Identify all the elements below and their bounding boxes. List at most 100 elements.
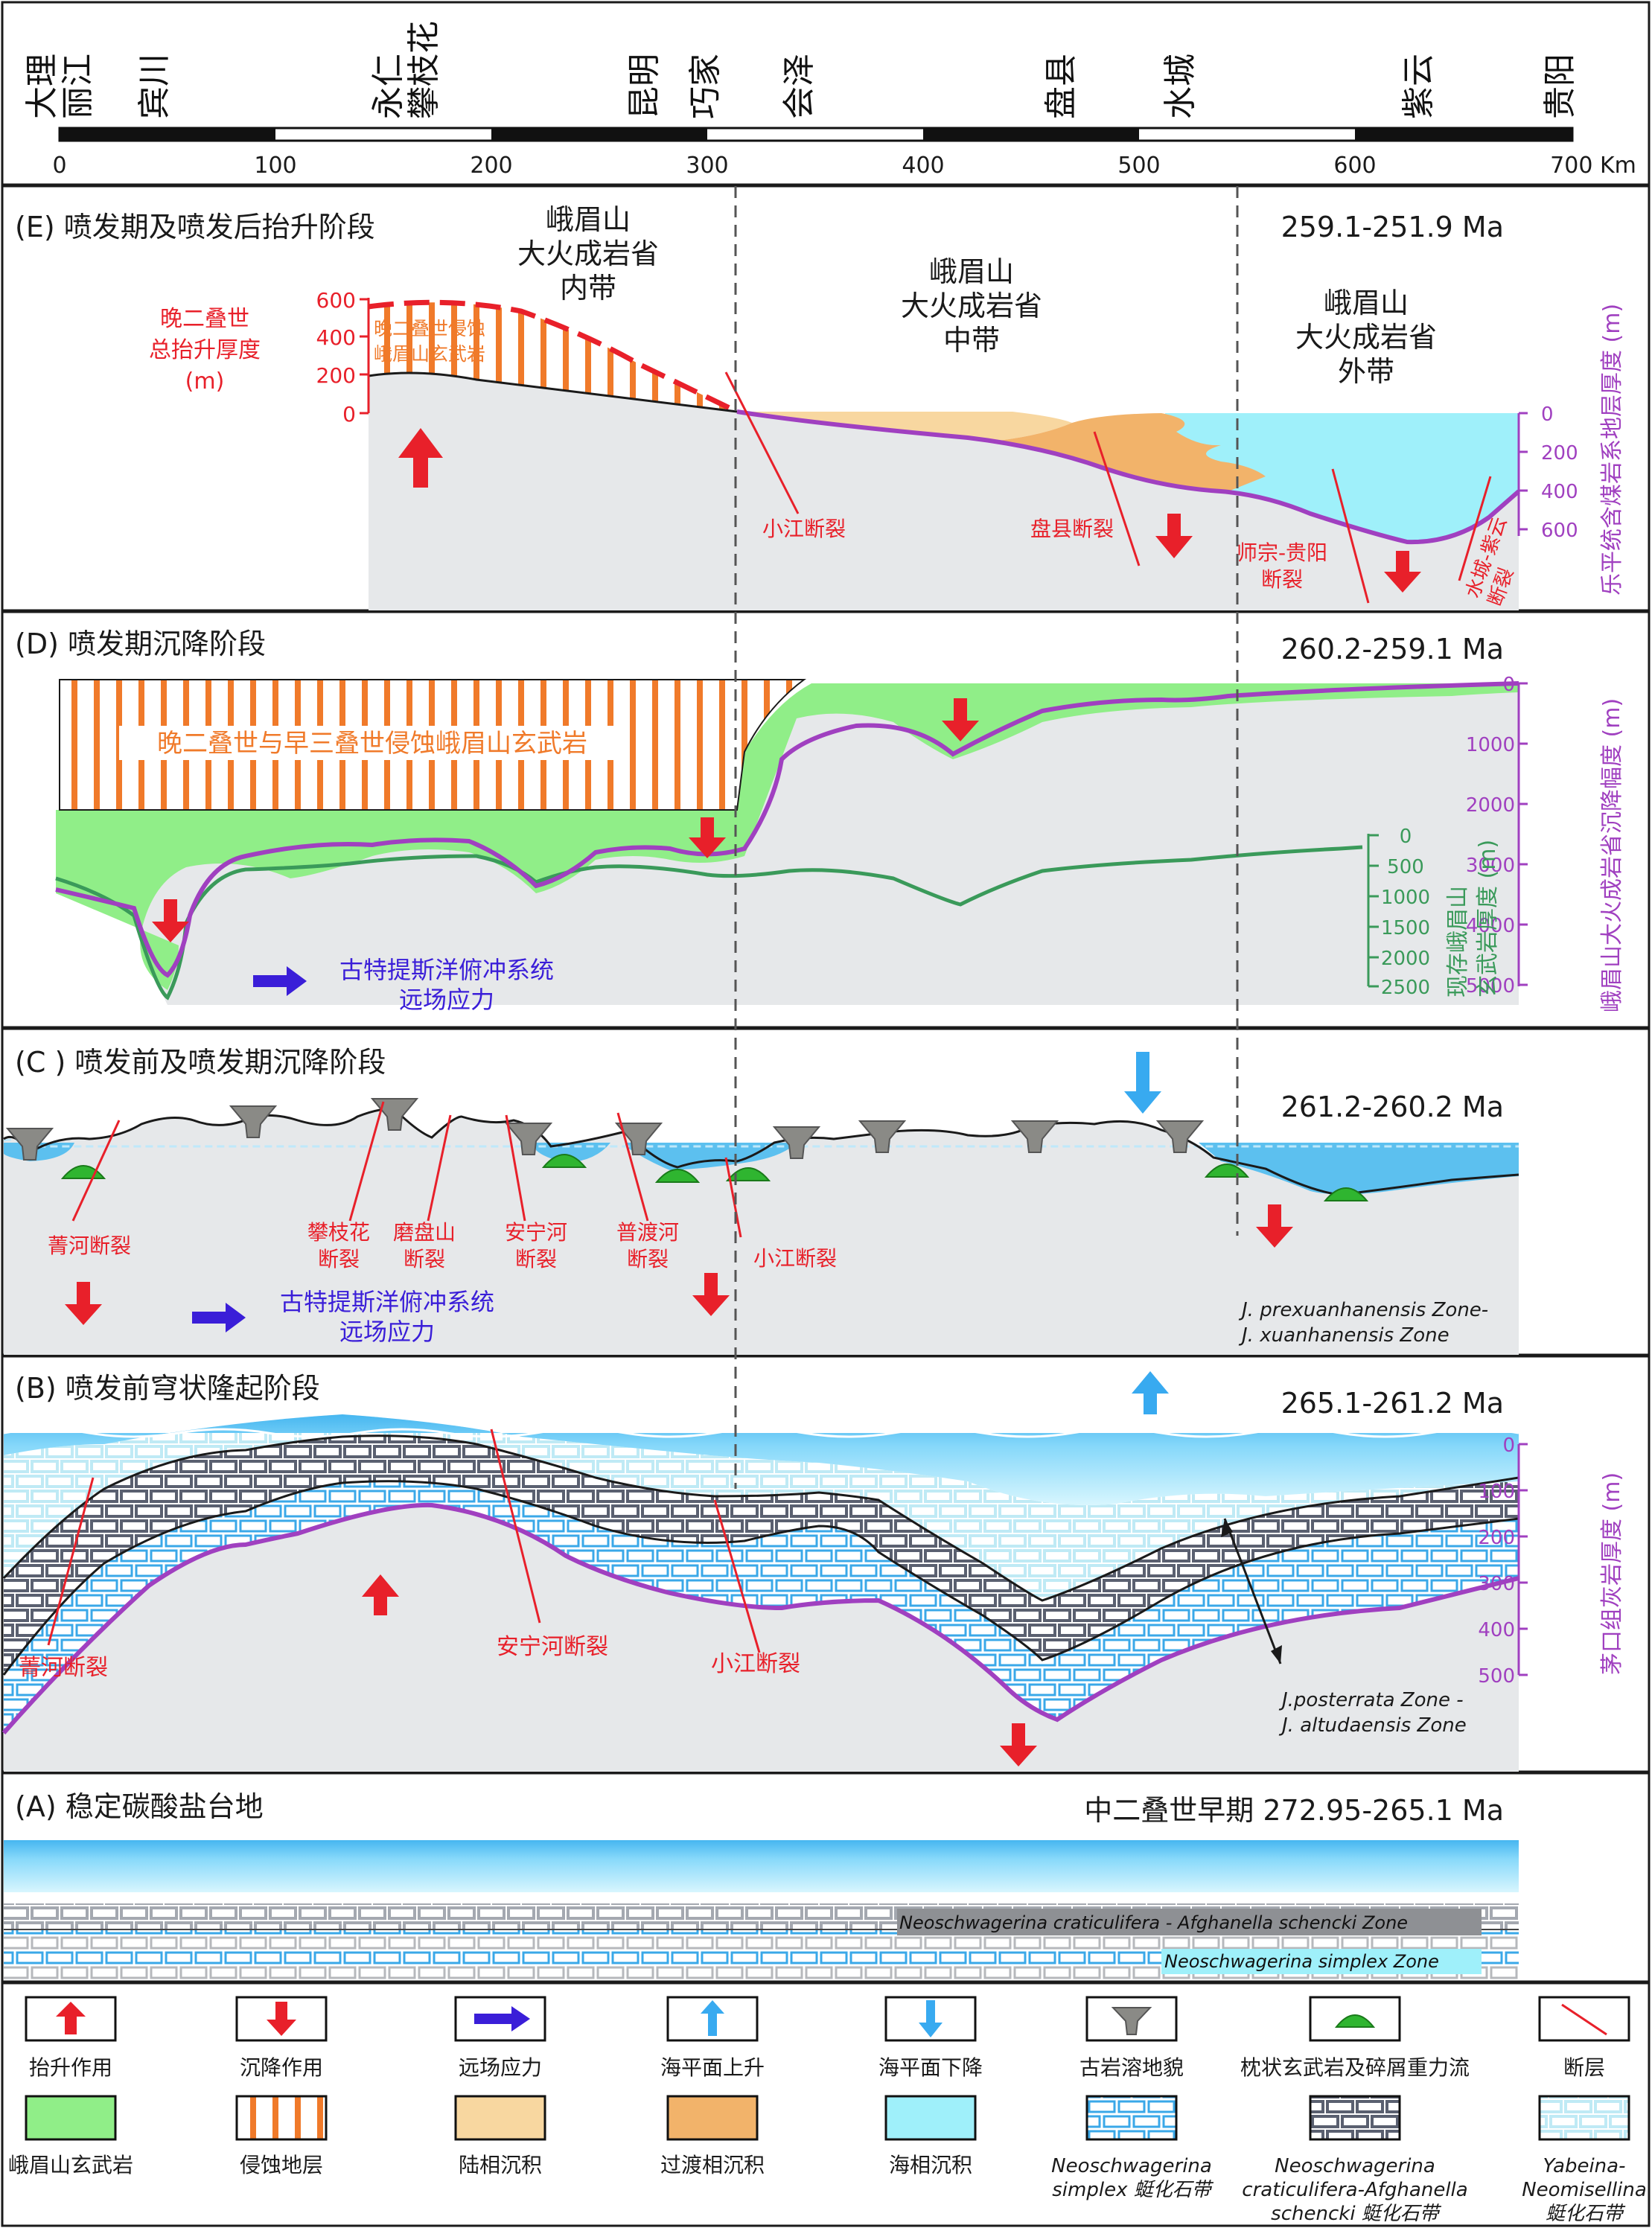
legend-item [884,2095,977,2141]
panel-e-terrestrial-deposit [737,412,1072,441]
axis-tick-label: 400 [1541,481,1578,503]
legend-label: 断层 [1563,2055,1605,2080]
subsidence-arrow [1384,551,1421,593]
panel-title: (C ) 喷发前及喷发期沉降阶段 [15,1046,386,1079]
fault-label: 攀枝花断裂 [307,1220,370,1271]
stress-label: 古特提斯洋俯冲系统远场应力 [339,956,554,1014]
legend-label: 峨眉山玄武岩 [8,2153,133,2177]
panel-age: 265.1-261.2 Ma [1281,1387,1504,1420]
uplift-arrow [362,1574,399,1615]
axis-tick-label: 100 [1478,1481,1515,1503]
panel-a: (A) 稳定碳酸盐台地 中二叠世早期 272.95-265.1 Ma Neoschw… [1,1772,1651,1983]
axis-tick-label: 1000 [1381,887,1430,909]
erosion-label: 晚二叠世侵蚀峨眉山玄武岩 [374,318,485,365]
panel-d-basalt-axis: 0 500 1000 1500 2000 2500 [1368,826,1430,999]
zone-label: Neoschwagerina simplex Zone [1164,1951,1439,1972]
scale-place-name: 巧家 [686,54,724,119]
panel-e-eroded-basalt [369,302,737,412]
axis-tick-label: 200 [1478,1527,1515,1549]
panel-b-sea [4,1414,1519,1505]
panel-e-left-axis: 600 400 200 0 [316,288,369,427]
axis-tick-label: 300 [1478,1573,1515,1595]
axis-tick-label: 400 [1478,1619,1515,1641]
legend-item [235,2095,328,2141]
fault-label: 盘县断裂 [1030,517,1114,541]
legend-item [454,2095,546,2141]
scale-tick-label: 400 [902,153,944,179]
axis-tick-label: 600 [1541,520,1578,542]
legend-item [454,1996,546,2042]
panel-title: (E) 喷发期及喷发后抬升阶段 [15,211,375,243]
fault-label: 普渡河断裂 [616,1220,679,1271]
scale-tick-label: 500 [1117,153,1160,179]
axis-tick-label: 200 [1541,442,1578,465]
legend-label: 抬升作用 [29,2055,112,2080]
scale-place-name: 水城 [1161,54,1199,119]
panel-a-pale-zone [4,1892,1519,1903]
panel-a-sea [4,1840,1519,1892]
panel-b: 0 100 200 300 400 500 (B) 喷发前穹状隆起阶段 265.1-261.… [1,1355,1651,1773]
panel-e-transitional-deposit [998,413,1266,491]
legend-item [235,1996,328,2042]
axis-tick-label: 2000 [1466,794,1515,817]
scale-tick-label: 700 Km [1550,153,1636,179]
legend-item [1085,1996,1178,2042]
scale-tick-label: 0 [52,153,66,179]
fault-label: 师宗-贵阳断裂 [1237,540,1327,592]
axis-tick-label: 1500 [1381,917,1430,939]
scale-bar: 大理丽江 宾川 永仁攀枝花 昆明 巧家 会泽 盘县 水城 紫云 贵阳 0 100 200 300 400 5… [1,1,1651,186]
panel-age: 259.1-251.9 Ma [1281,211,1504,243]
panel-title: (A) 稳定碳酸盐台地 [15,1790,264,1823]
subsidence-arrow [1256,1204,1293,1248]
scale-place-name: 大理丽江 [23,54,97,119]
panel-b-craticulifera-zone [4,1435,1519,1675]
axis-title: 乐平统含煤岩系地层厚度 (m) [1599,304,1625,596]
panel-b-right-axis: 0 100 200 300 400 500 [1478,1434,1528,1688]
legend-item [1309,2095,1401,2141]
axis-tick-label: 200 [316,363,356,388]
zone-label: J. prexuanhanensis Zone-J. xuanhanensis … [1238,1299,1488,1347]
scale-tick-label: 200 [470,153,512,179]
zone-label: J.posterrata Zone -J. altudaensis Zone [1278,1689,1467,1737]
legend-label: Neoschwagerina simplex 蜓化石带 [1051,2155,1214,2201]
panel-b-yabeina-zone [4,1414,1519,1600]
subsidence-arrow [942,698,979,741]
scale-place-names: 大理丽江 宾川 永仁攀枝花 昆明 巧家 会泽 盘县 水城 紫云 贵阳 [23,21,1579,119]
legend: 抬升作用 沉降作用 远场应力 海平面上升 海平面下降 古岩溶地貌 枕状玄武岩及碎屑重力流 断层… [1,1982,1651,2227]
axis-tick-label: 400 [316,325,356,350]
legend-item [1309,1996,1401,2042]
zone-label-inner: 峨眉山大火成岩省内带 [517,203,659,304]
axis-tick-label: 2000 [1381,948,1430,970]
uplift-arrow [398,428,443,488]
fault-label: 小江断裂 [711,1651,800,1677]
scale-tick-label: 300 [686,153,728,179]
far-field-stress-arrow [253,966,307,996]
axis-tick-label: 0 [1502,674,1515,696]
fault-label: 安宁河断裂 [505,1220,567,1271]
subsidence-arrow [1155,514,1193,558]
legend-item [1085,2095,1178,2141]
panel-title: (B) 喷发前穹状隆起阶段 [15,1372,320,1405]
panel-age: 中二叠世早期 272.95-265.1 Ma [1084,1794,1504,1827]
legend-label: 枕状玄武岩及碎屑重力流 [1240,2055,1470,2080]
stress-label: 古特提斯洋俯冲系统远场应力 [280,1288,494,1346]
scale-place-name: 会泽 [780,54,818,119]
scale-tick-label: 600 [1333,153,1376,179]
panel-age: 261.2-260.2 Ma [1281,1091,1504,1123]
legend-item [666,1996,759,2042]
fault-label: 安宁河断裂 [497,1634,608,1660]
scale-place-name: 宾川 [135,54,173,119]
panel-c: (C ) 喷发前及喷发期沉降阶段 261.2-260.2 Ma 菁河断裂 攀枝花断裂磨… [1,1027,1651,1356]
axis-tick-label: 0 [1541,403,1554,426]
fault-label: 小江断裂 [753,1246,837,1271]
panel-age: 260.2-259.1 Ma [1281,633,1504,665]
axis-tick-label: 1000 [1466,734,1515,756]
uplift-thickness-label: 晚二叠世总抬升厚度(m) [149,306,261,395]
legend-label: 过渡相沉积 [660,2153,765,2177]
axis-tick-label: 600 [316,288,356,313]
legend-label: 海平面下降 [878,2055,983,2080]
legend-label: Neoschwagerina craticulifera-Afghanella sc… [1242,2155,1467,2225]
axis-title: 峨眉山大火成岩省沉降幅度 (m) [1599,698,1625,1012]
fault-label: 菁河断裂 [19,1655,108,1681]
axis-tick-label: 500 [1478,1665,1515,1688]
